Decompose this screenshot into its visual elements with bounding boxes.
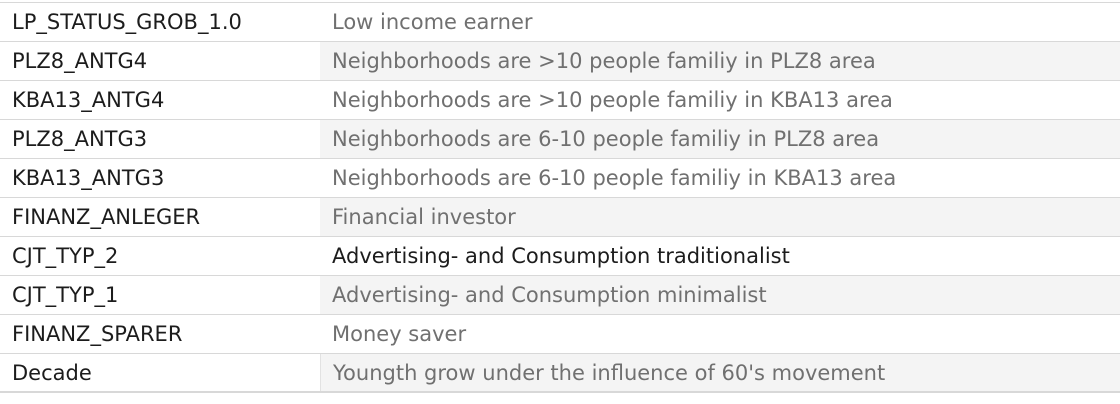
table-row: CJT_TYP_1 Advertising- and Consumption m…	[0, 276, 1120, 315]
feature-description-cell: Neighborhoods are 6-10 people familiy in…	[332, 166, 897, 190]
table-row: PLZ8_ANTG3 Neighborhoods are 6-10 people…	[0, 120, 1120, 159]
feature-name-cell: KBA13_ANTG4	[12, 88, 165, 112]
feature-name-cell: PLZ8_ANTG3	[12, 127, 148, 151]
table-row: CJT_TYP_2 Advertising- and Consumption t…	[0, 237, 1120, 276]
feature-name-cell: FINANZ_ANLEGER	[12, 205, 201, 229]
table-row: PLZ8_ANTG4 Neighborhoods are >10 people …	[0, 42, 1120, 81]
table-row: KBA13_ANTG4 Neighborhoods are >10 people…	[0, 81, 1120, 120]
table-row: FINANZ_SPARER Money saver	[0, 315, 1120, 354]
feature-name-cell: CJT_TYP_2	[12, 244, 119, 268]
feature-description-cell: Advertising- and Consumption traditional…	[332, 244, 790, 268]
feature-description-cell: Advertising- and Consumption minimalist	[320, 276, 1120, 314]
feature-description-cell: Neighborhoods are >10 people familiy in …	[320, 42, 1120, 80]
feature-description-cell: Neighborhoods are >10 people familiy in …	[332, 88, 893, 112]
feature-description-cell: Low income earner	[332, 10, 533, 34]
feature-name-cell: LP_STATUS_GROB_1.0	[12, 10, 242, 34]
feature-description-cell: Financial investor	[320, 198, 1120, 236]
feature-description-cell: Money saver	[332, 322, 467, 346]
feature-name-cell: PLZ8_ANTG4	[12, 49, 148, 73]
feature-name-cell: KBA13_ANTG3	[12, 166, 165, 190]
feature-description-table: LP_STATUS_GROB_1.0 Low income earner PLZ…	[0, 2, 1120, 393]
table-row: Decade Youngth grow under the influence …	[0, 354, 1120, 393]
feature-name-cell: FINANZ_SPARER	[12, 322, 183, 346]
table-row: LP_STATUS_GROB_1.0 Low income earner	[0, 3, 1120, 42]
feature-description-cell: Neighborhoods are 6-10 people familiy in…	[320, 120, 1120, 158]
feature-name-cell: Decade	[12, 361, 92, 385]
table-row: FINANZ_ANLEGER Financial investor	[0, 198, 1120, 237]
feature-name-cell: CJT_TYP_1	[12, 283, 119, 307]
table-row: KBA13_ANTG3 Neighborhoods are 6-10 peopl…	[0, 159, 1120, 198]
feature-description-cell: Youngth grow under the influence of 60's…	[320, 354, 1120, 391]
